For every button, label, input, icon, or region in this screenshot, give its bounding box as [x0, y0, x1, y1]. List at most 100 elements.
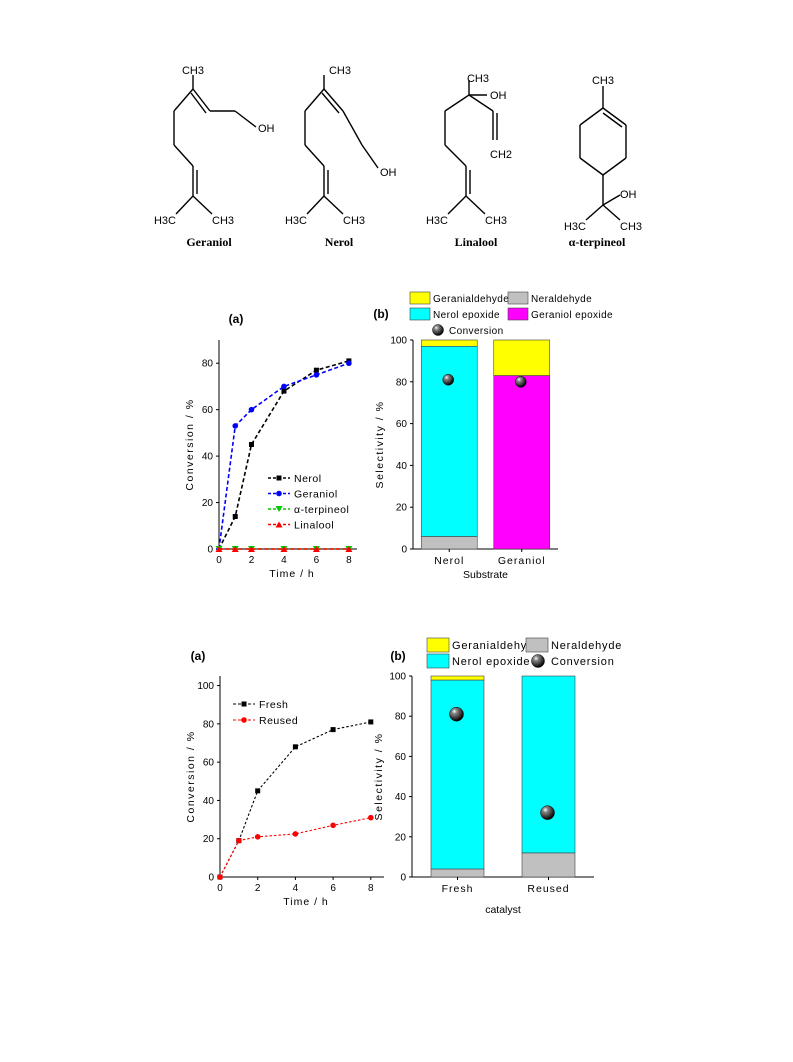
- chart2-point-0-2: [255, 788, 261, 794]
- chart2-xtick-label-1: 2: [255, 883, 261, 894]
- chart0-point-0-1: [232, 513, 238, 519]
- chart2-ylabel: Conversion / %: [185, 730, 197, 822]
- chart0-point-3-1: [231, 546, 239, 552]
- linalool-ch3-right: CH3: [485, 215, 507, 227]
- chart3-bar-0-seg-2: [430, 675, 485, 681]
- chart0-ytick-label-2: 40: [202, 452, 214, 463]
- chart1-legend-label-0: Geranialdehyde: [433, 294, 509, 305]
- chart3-legend-swatch-0: [426, 637, 450, 653]
- chart3-xtick-label-0: Fresh: [442, 883, 474, 895]
- terpineol-oh: OH: [620, 189, 637, 201]
- chart0-xtick-label-0: 0: [216, 555, 222, 566]
- chart2-series-line-0: [219, 721, 371, 878]
- chart2-panel-label: (a): [191, 649, 206, 663]
- terpineol-structure: CH3 OH H3C CH3 α-terpineol: [564, 75, 642, 249]
- terpineol-h3c: H3C: [564, 221, 586, 233]
- chart1-conversion-marker-1: [515, 376, 527, 388]
- chart-3: (b) 0 20 40 60 80 100 Selectivity / % Fresh Reuse…: [373, 637, 622, 916]
- terpineol-ch3-top: CH3: [592, 75, 614, 87]
- chart2-ytick-label-1: 20: [203, 834, 215, 845]
- nerol-oh: OH: [380, 167, 397, 179]
- chart2-legend-label-0: Fresh: [259, 699, 288, 711]
- chart2-point-0-5: [368, 719, 374, 725]
- chart0-point-0-3: [281, 388, 287, 394]
- chart2-xtick-label-4: 8: [368, 883, 374, 894]
- chart0-ylabel: Conversion / %: [184, 398, 196, 490]
- linalool-ch2: CH2: [490, 149, 512, 161]
- chart0-series-line-0: [218, 360, 350, 550]
- chart1-legend-label-2: Nerol epoxide: [433, 310, 500, 321]
- chart1-ytick-label-0: 0: [401, 545, 407, 556]
- chart0-ytick-label-4: 80: [202, 359, 214, 370]
- chart0-legend-label-1: Geraniol: [294, 489, 338, 501]
- chart1-legend-swatch-2: [409, 307, 431, 321]
- chart3-legend-label-1: Neraldehyde: [551, 640, 622, 652]
- chart1-ytick-label-3: 60: [396, 419, 408, 430]
- chart0-point-3-3: [280, 546, 288, 552]
- chart2-point-1-4: [330, 822, 336, 829]
- chart0-ytick-label-3: 60: [202, 405, 214, 416]
- chart1-panel-label: (b): [373, 307, 388, 321]
- chart3-legend-marker-3: [531, 654, 545, 668]
- chart2-legend-marker-0: [241, 701, 247, 707]
- chart0-point-1-1: [232, 423, 239, 429]
- nerol-h3c: H3C: [285, 215, 307, 227]
- chart0-legend-marker-3: [275, 521, 283, 528]
- chart1-xtick-label-0: Nerol: [434, 555, 464, 567]
- chart0-xtick-label-4: 8: [346, 555, 352, 566]
- chart0-point-1-5: [346, 360, 352, 367]
- chart1-legend-label-1: Neraldehyde: [531, 294, 592, 305]
- chart2-ytick-label-3: 60: [203, 758, 215, 769]
- chart3-conversion-marker-1: [540, 805, 555, 820]
- geraniol-structure: CH3 OH H3C CH3 Geraniol: [154, 65, 275, 249]
- chart3-ytick-label-2: 40: [395, 792, 407, 803]
- chart0-point-0-2: [248, 442, 254, 447]
- chart1-legend-marker-4: [432, 324, 444, 336]
- chart3-ytick-label-3: 60: [395, 752, 407, 763]
- chart3-legend-label-3: Conversion: [551, 656, 615, 668]
- geraniol-ch3-top: CH3: [182, 65, 204, 77]
- chart2-xlabel: Time / h: [283, 896, 329, 908]
- chart3-ytick-label-0: 0: [400, 873, 406, 884]
- chart-0: (a) 0 20 40 60 80 Conversion / % 0 2 4 6 8 Time / h N…: [184, 312, 357, 580]
- chart0-point-3-2: [247, 546, 255, 552]
- chart2-ytick-label-4: 80: [203, 719, 215, 730]
- chart0-legend-marker-0: [276, 475, 282, 481]
- linalool-oh: OH: [490, 90, 507, 102]
- chart1-xtick-label-1: Geraniol: [498, 555, 546, 567]
- chart1-ytick-label-5: 100: [390, 336, 407, 347]
- linalool-structure: CH3 OH CH2 H3C CH3 Linalool: [426, 73, 512, 249]
- chart3-legend-label-0: Geranialdehyde: [452, 640, 541, 652]
- chart0-point-3-0: [215, 546, 223, 552]
- chart0-ytick-label-0: 0: [207, 545, 213, 556]
- chart3-xlabel: catalyst: [485, 904, 521, 916]
- chart1-conversion-marker-0: [442, 373, 454, 386]
- chart2-point-1-2: [254, 834, 261, 840]
- nerol-structure: CH3 OH H3C CH3 Nerol: [285, 65, 397, 249]
- molecule-structures: CH3 OH H3C CH3 Geraniol CH3 OH H3C CH3 N…: [154, 65, 642, 249]
- chart3-bar-1-seg-0: [521, 852, 576, 878]
- chart0-legend-marker-2: [275, 506, 283, 512]
- chart0-xtick-label-2: 4: [281, 555, 287, 566]
- linalool-name: Linalool: [455, 235, 498, 249]
- chart3-conversion-marker-0: [449, 706, 464, 722]
- linalool-ch3-top: CH3: [467, 73, 489, 85]
- chart2-point-1-0: [217, 874, 223, 880]
- chart3-ytick-label-1: 20: [395, 832, 407, 843]
- chart0-point-1-3: [281, 383, 287, 390]
- chart3-ytick-label-4: 80: [395, 712, 407, 723]
- chart0-point-1-4: [313, 372, 320, 378]
- chart0-point-0-4: [313, 367, 319, 373]
- chart3-legend-swatch-2: [426, 653, 450, 669]
- chart3-bar-1-seg-1: [521, 675, 576, 854]
- chart0-xlabel: Time / h: [269, 568, 315, 580]
- chart1-legend-label-4: Conversion: [449, 326, 504, 337]
- chart2-xtick-label-0: 0: [217, 883, 223, 894]
- chart3-ylabel: Selectivity / %: [373, 733, 385, 821]
- chart1-ytick-label-1: 20: [396, 503, 408, 514]
- chart2-point-0-3: [292, 744, 298, 750]
- chart2-ytick-label-5: 100: [197, 681, 214, 692]
